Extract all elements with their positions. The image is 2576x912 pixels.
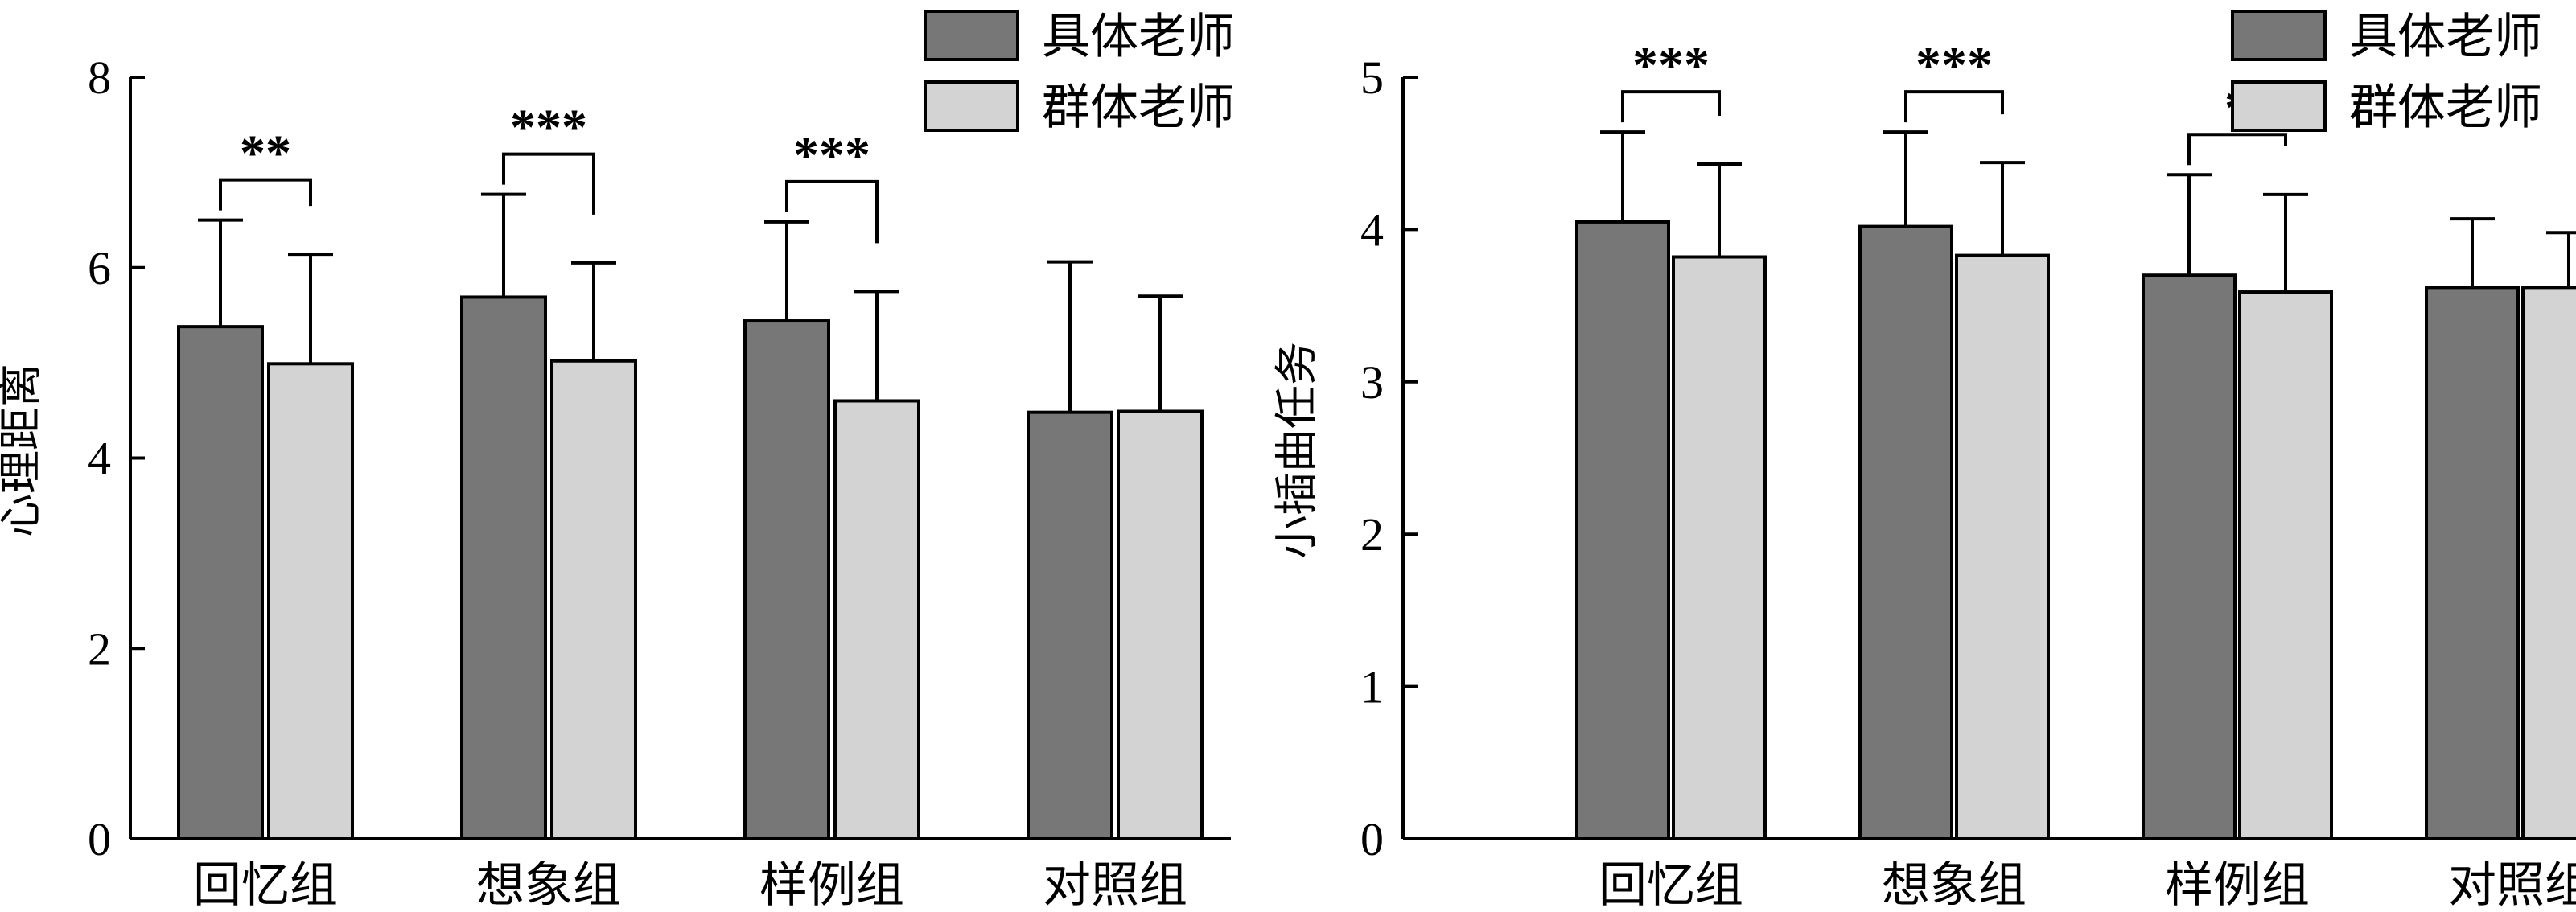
- y-tick-label: 2: [1360, 508, 1384, 561]
- y-tick-label: 0: [88, 813, 111, 865]
- bar-series2: [2238, 290, 2333, 840]
- significance-label: ***: [793, 126, 870, 183]
- significance-bracket: [219, 178, 312, 211]
- bar-series1: [2142, 273, 2237, 841]
- y-tick-label: 6: [88, 242, 111, 294]
- bar-series2: [1117, 409, 1204, 840]
- bar-series2: [550, 359, 637, 840]
- significance-label: ***: [510, 99, 587, 156]
- bar-series1: [460, 295, 547, 841]
- x-category-label: 样例组: [2165, 857, 2310, 912]
- bar-series2: [833, 399, 920, 841]
- x-category-label: 想象组: [1882, 857, 2027, 912]
- bar-series1: [743, 319, 830, 841]
- bar-series2: [1955, 253, 2050, 840]
- legend-swatch: [2231, 10, 2327, 61]
- significance-bracket: [1621, 90, 1721, 123]
- y-axis-title: 心理距离: [0, 364, 46, 537]
- x-category-label: 回忆组: [193, 857, 338, 912]
- y-tick-label: 5: [1360, 51, 1384, 104]
- y-tick-label: 4: [88, 433, 111, 485]
- bar-series2: [2521, 286, 2576, 840]
- x-category-label: 对照组: [2448, 857, 2576, 912]
- legend-label: 群体老师: [2349, 80, 2542, 136]
- legend-label: 具体老师: [1042, 9, 1235, 65]
- x-category-label: 样例组: [759, 857, 904, 912]
- significance-bracket: [2187, 133, 2287, 166]
- y-tick-label: 1: [1360, 661, 1384, 713]
- y-tick-label: 8: [88, 51, 111, 104]
- legend-label: 具体老师: [2349, 9, 2542, 65]
- significance-bracket: [1904, 90, 2004, 123]
- y-tick-label: 2: [88, 622, 111, 675]
- legend-label: 群体老师: [1042, 80, 1235, 136]
- x-category-label: 对照组: [1043, 857, 1187, 912]
- bar-series1: [1027, 410, 1113, 840]
- significance-label: ***: [1632, 36, 1710, 93]
- bar-series2: [1672, 255, 1767, 840]
- significance-bracket: [502, 152, 595, 215]
- y-tick-label: 4: [1360, 203, 1384, 256]
- legend-swatch: [924, 80, 1019, 132]
- bar-series1: [1858, 224, 1953, 840]
- significance-label: **: [240, 125, 291, 182]
- bar-series1: [177, 325, 264, 840]
- significance-label: ***: [1916, 36, 1993, 93]
- y-tick-label: 3: [1360, 356, 1384, 409]
- y-axis-title: 小插曲任务: [1271, 342, 1322, 559]
- legend-swatch: [924, 10, 1019, 61]
- bar-series2: [267, 362, 354, 840]
- x-category-label: 回忆组: [1599, 857, 1743, 912]
- bar-series1: [2425, 286, 2520, 840]
- bar-series1: [1575, 220, 1670, 840]
- y-tick-label: 0: [1360, 813, 1384, 865]
- legend-swatch: [2231, 80, 2327, 132]
- significance-bracket: [785, 179, 879, 244]
- x-category-label: 想象组: [476, 857, 621, 912]
